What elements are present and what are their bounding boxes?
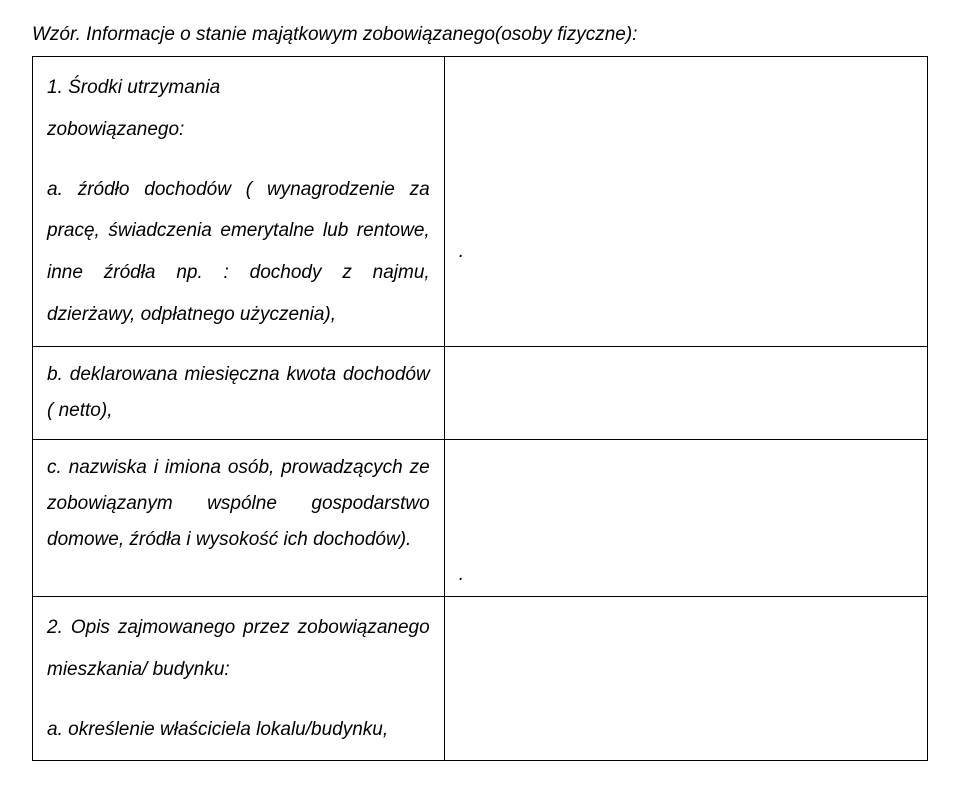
- cell-section1-c: c. nazwiska i imiona osób, prowadzących …: [33, 439, 445, 596]
- section1-title-line1: 1. Środki utrzymania: [47, 77, 220, 98]
- section1-a: a. źródło dochodów ( wynagrodzenie za pr…: [47, 169, 430, 336]
- page-heading: Wzór. Informacje o stanie majątkowym zob…: [32, 24, 928, 46]
- cell-section1-right: .: [444, 57, 927, 347]
- section1-title: 1. Środki utrzymania zobowiązanego:: [47, 67, 430, 151]
- section1-c: c. nazwiska i imiona osób, prowadzących …: [47, 450, 430, 558]
- cell-section1-b-right: [444, 346, 927, 439]
- section2-title: 2. Opis zajmowanego przez zobowiązanego …: [47, 607, 430, 691]
- section2-a: a. określenie właściciela lokalu/budynku…: [47, 709, 430, 751]
- form-table: 1. Środki utrzymania zobowiązanego: a. ź…: [32, 56, 928, 761]
- table-row: c. nazwiska i imiona osób, prowadzących …: [33, 439, 928, 596]
- cell-section1: 1. Środki utrzymania zobowiązanego: a. ź…: [33, 57, 445, 347]
- spacer: [47, 691, 430, 709]
- right-dot-2: .: [459, 560, 913, 586]
- table-row: 1. Środki utrzymania zobowiązanego: a. ź…: [33, 57, 928, 347]
- spacer: [47, 151, 430, 169]
- spacer: [459, 450, 913, 560]
- cell-section2: 2. Opis zajmowanego przez zobowiązanego …: [33, 596, 445, 760]
- right-dot: .: [459, 237, 913, 263]
- cell-section1-c-right: .: [444, 439, 927, 596]
- section1-title-line2: zobowiązanego:: [47, 119, 184, 140]
- cell-section2-right: [444, 596, 927, 760]
- section1-b: b. deklarowana miesięczna kwota dochodów…: [47, 357, 430, 429]
- spacer: [459, 67, 913, 237]
- table-row: b. deklarowana miesięczna kwota dochodów…: [33, 346, 928, 439]
- cell-section1-b: b. deklarowana miesięczna kwota dochodów…: [33, 346, 445, 439]
- table-row: 2. Opis zajmowanego przez zobowiązanego …: [33, 596, 928, 760]
- document-page: Wzór. Informacje o stanie majątkowym zob…: [0, 0, 960, 785]
